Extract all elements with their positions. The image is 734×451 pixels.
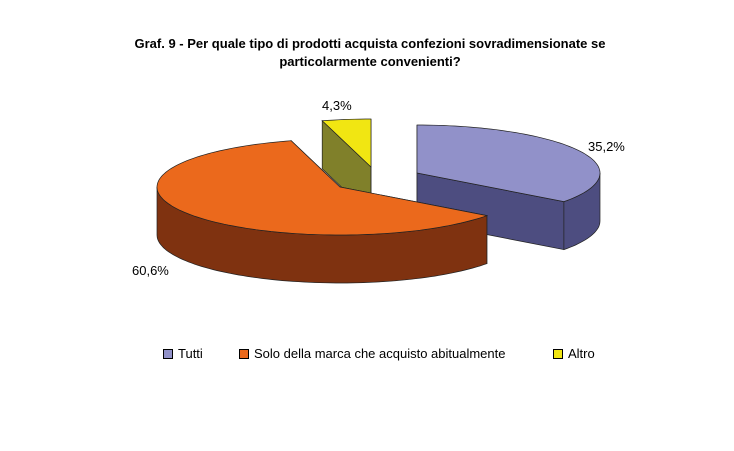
slice-solo xyxy=(156,140,489,236)
legend-label: Tutti xyxy=(178,346,203,361)
legend-item-solo-marca: Solo della marca che acquisto abitualmen… xyxy=(239,346,505,361)
legend-item-altro: Altro xyxy=(553,346,595,361)
legend-label: Altro xyxy=(568,346,595,361)
chart-title: Graf. 9 - Per quale tipo di prodotti acq… xyxy=(80,35,660,71)
data-label-altro: 4,3% xyxy=(322,98,352,113)
data-label-solo: 60,6% xyxy=(132,263,169,278)
legend-label: Solo della marca che acquisto abitualmen… xyxy=(254,346,506,361)
legend-swatch xyxy=(553,348,563,359)
title-line-1: Graf. 9 - Per quale tipo di prodotti acq… xyxy=(134,36,606,51)
legend-swatch xyxy=(163,348,173,359)
data-label-tutti: 35,2% xyxy=(588,139,625,154)
title-line-2: particolarmente convenienti? xyxy=(279,54,461,69)
legend-swatch xyxy=(239,348,249,359)
legend-item-tutti: Tutti xyxy=(163,346,203,361)
slice-tutti xyxy=(416,124,601,202)
slice-altro xyxy=(321,118,372,168)
